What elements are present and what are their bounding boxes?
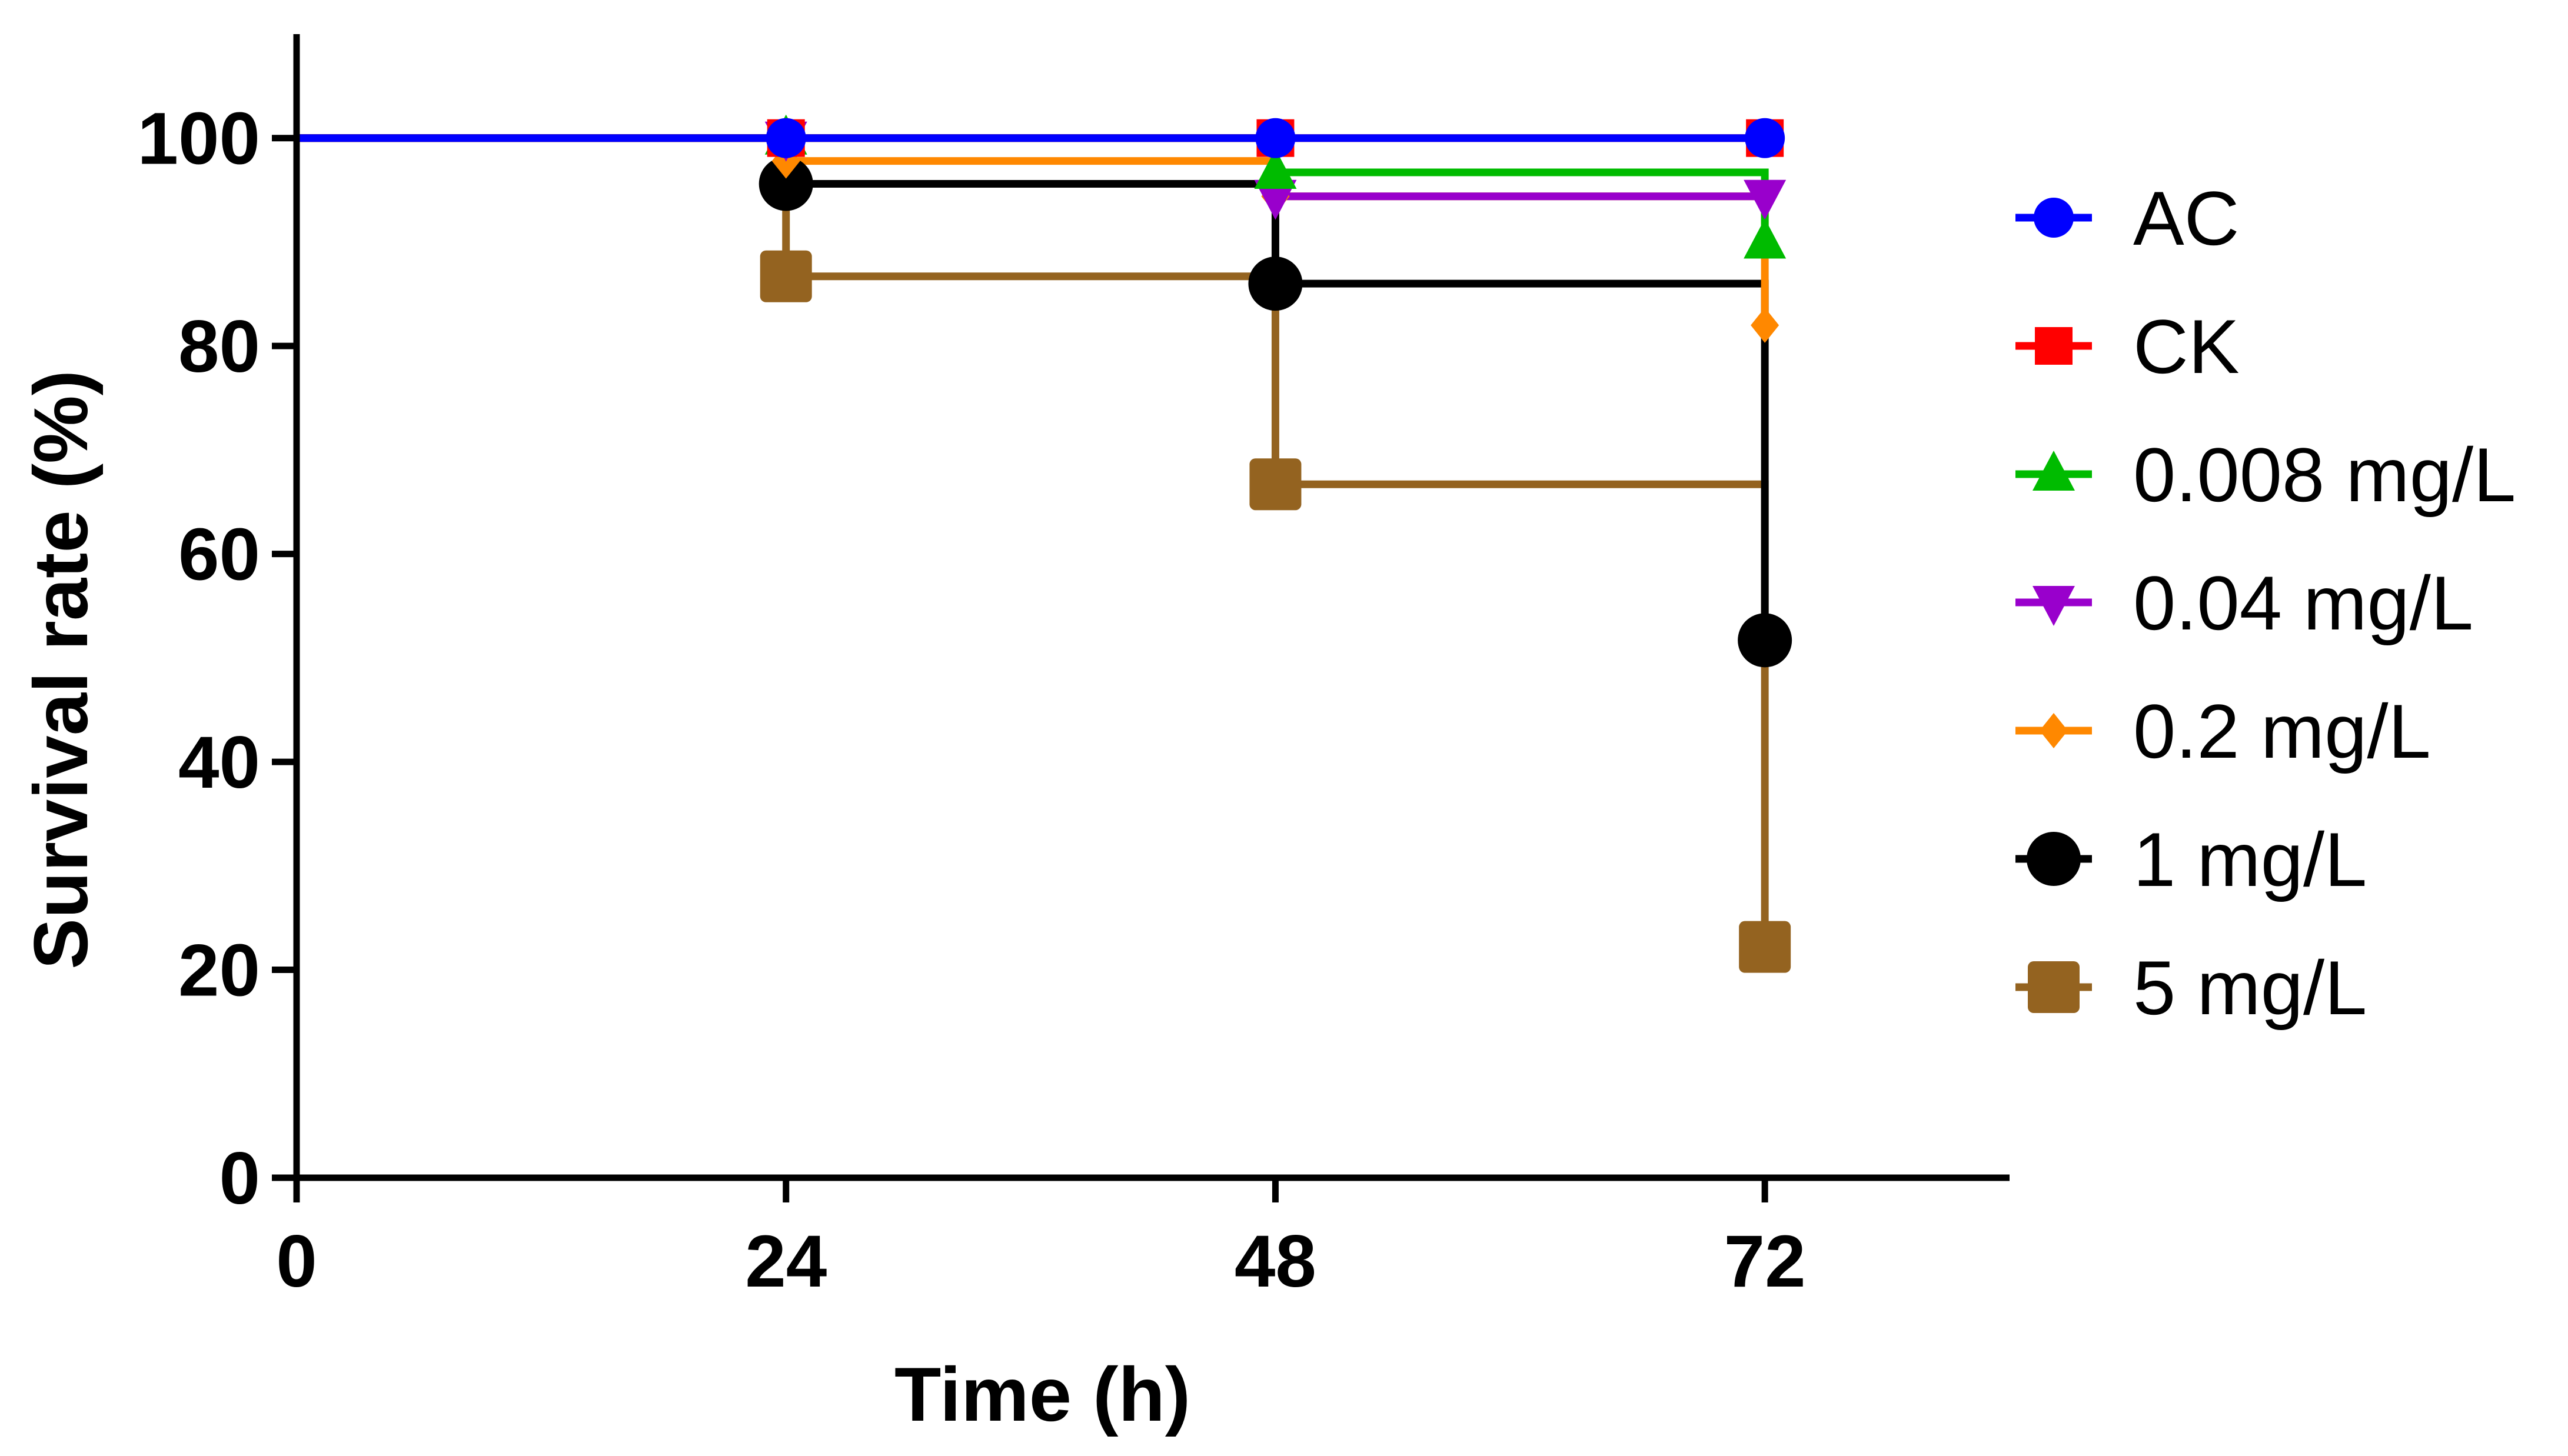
data-point-ac xyxy=(1255,118,1296,158)
legend-label: 0.04 mg/L xyxy=(2133,560,2473,646)
data-point-1-mg-l xyxy=(1248,256,1303,311)
series-line-0-2-mg-l xyxy=(297,134,1769,325)
legend-item-ck: CK xyxy=(2015,304,2240,389)
legend-label: AC xyxy=(2133,175,2240,261)
data-point-ac xyxy=(766,118,806,158)
series-lines-layer xyxy=(297,134,1769,947)
y-axis-title: Survival rate (%) xyxy=(18,370,104,969)
y-tick-label: 60 xyxy=(178,514,260,596)
x-tick-label: 72 xyxy=(1724,1221,1806,1302)
series-markers-layer xyxy=(759,114,1792,973)
legend-label: 0.2 mg/L xyxy=(2133,688,2431,774)
legend-marker xyxy=(2027,832,2081,886)
legend-label: 0.008 mg/L xyxy=(2133,432,2516,518)
legend-item-0-008-mg-l: 0.008 mg/L xyxy=(2015,432,2516,518)
series-line-1-mg-l xyxy=(297,134,1769,641)
legend-marker xyxy=(2034,198,2074,238)
x-axis-title: Time (h) xyxy=(894,1351,1190,1437)
legend-item-ac: AC xyxy=(2015,175,2240,261)
legend-marker xyxy=(2028,961,2080,1013)
legend-marker xyxy=(2033,451,2075,491)
legend-label: 5 mg/L xyxy=(2133,945,2367,1031)
data-point-0-04-mg-l xyxy=(1744,179,1787,220)
data-point-1-mg-l xyxy=(759,156,813,211)
series-line-0-008-mg-l xyxy=(297,134,1769,242)
x-tick-label: 24 xyxy=(745,1221,827,1302)
axes-layer xyxy=(272,34,2010,1202)
x-tick-label: 0 xyxy=(276,1221,317,1302)
x-tick-label: 48 xyxy=(1235,1221,1316,1302)
data-point-5-mg-l xyxy=(760,250,812,302)
legend-label: 1 mg/L xyxy=(2133,817,2367,902)
legend-item-1-mg-l: 1 mg/L xyxy=(2015,817,2367,902)
legend-item-0-2-mg-l: 0.2 mg/L xyxy=(2015,688,2431,774)
data-point-0-2-mg-l xyxy=(1751,307,1779,343)
data-point-1-mg-l xyxy=(1738,613,1792,668)
legend-marker xyxy=(2040,713,2068,748)
data-point-0-04-mg-l xyxy=(1254,179,1297,220)
data-point-0-008-mg-l xyxy=(1744,218,1787,259)
legend-marker xyxy=(2033,586,2075,626)
legend-item-5-mg-l: 5 mg/L xyxy=(2015,945,2367,1031)
series-line-5-mg-l xyxy=(297,134,1769,947)
legend-label: CK xyxy=(2133,304,2240,389)
data-point-ac xyxy=(1745,118,1785,158)
legend-item-0-04-mg-l: 0.04 mg/L xyxy=(2015,560,2473,646)
data-point-0-008-mg-l xyxy=(1254,149,1297,189)
legend: AC CK 0.008 mg/L 0.04 mg/L 0.2 mg/L 1 mg/L 5 m… xyxy=(2015,175,2516,1031)
data-point-5-mg-l xyxy=(1739,921,1791,973)
y-tick-label: 100 xyxy=(137,98,260,180)
y-tick-label: 0 xyxy=(219,1138,260,1220)
y-tick-label: 80 xyxy=(178,306,260,388)
legend-marker xyxy=(2035,327,2073,365)
y-tick-label: 20 xyxy=(178,930,260,1012)
data-point-5-mg-l xyxy=(1249,458,1302,511)
y-tick-label: 40 xyxy=(178,722,260,804)
tick-labels-layer: 0 20 40 60 80 100 0 24 48 72 xyxy=(137,98,1805,1302)
